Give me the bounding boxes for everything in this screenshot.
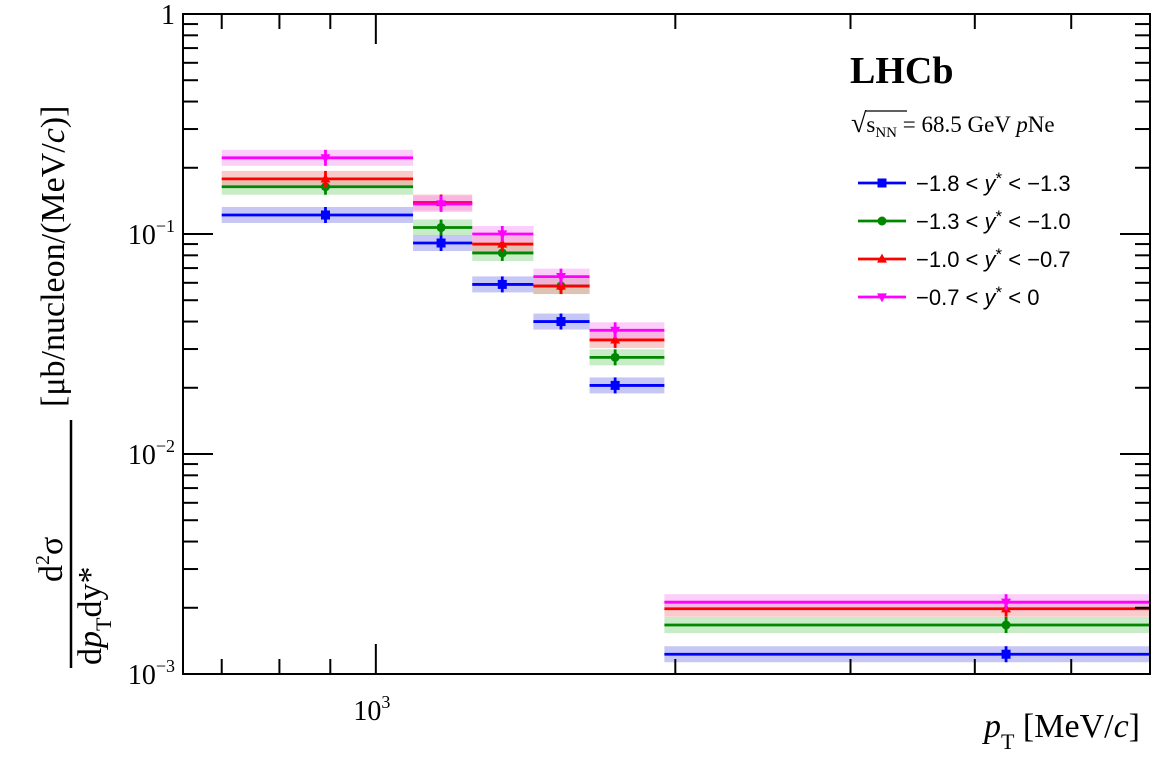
legend-label-0-part-2: * xyxy=(996,169,1003,188)
y-tick-label-base-2: 10 xyxy=(128,440,156,471)
y-tick-label-base-1: 10 xyxy=(128,220,156,251)
y-tick-label-base-0: 1 xyxy=(161,0,175,31)
legend-label-1-part-0: −1.3 < xyxy=(916,209,985,234)
x-tick-label-base-0: 10 xyxy=(353,696,381,727)
y-den-d: d xyxy=(72,648,109,665)
marker-s3-p3 xyxy=(556,273,566,283)
legend-label-1-part-1: y xyxy=(983,209,998,234)
marker-s2-p2 xyxy=(497,238,508,248)
y-den-p: p xyxy=(72,631,109,650)
x-axis-title: pT [MeV/c] xyxy=(982,708,1140,754)
x-title-c: c xyxy=(1114,708,1129,745)
y-den-T: T xyxy=(91,617,116,631)
proton-symbol: p xyxy=(1014,112,1028,137)
marker-s0-p5 xyxy=(1001,649,1011,659)
target-symbol: Ne xyxy=(1028,112,1055,137)
y-unit-close: )] xyxy=(35,106,72,129)
y-unit-c: c xyxy=(35,128,72,143)
legend-label-0-part-3: < −1.3 xyxy=(1002,171,1071,196)
y-num-2: 2 xyxy=(32,555,54,565)
y-title-unit: [μb/nucleon/(MeV/c)] xyxy=(35,106,72,407)
legend-label-3-part-1: y xyxy=(983,285,998,310)
marker-s2-p3 xyxy=(556,280,566,290)
legend-marker-3 xyxy=(877,293,887,303)
y-tick-label-exp-1: −1 xyxy=(156,216,175,236)
marker-s1-p4 xyxy=(610,352,620,362)
x-tick-label-0: 103 xyxy=(353,692,390,727)
y-tick-label-1: 10−1 xyxy=(128,216,175,251)
marker-s0-p0 xyxy=(320,210,330,220)
legend: −1.8 < y* < −1.3−1.3 < y* < −1.0−1.0 < y… xyxy=(858,169,1071,310)
marker-s3-p2 xyxy=(497,230,508,240)
plot-border xyxy=(182,13,1151,675)
x-title-close: ] xyxy=(1129,708,1140,745)
marker-s2-p0 xyxy=(320,173,331,183)
y-tick-label-0: 1 xyxy=(161,0,175,31)
legend-label-3-part-2: * xyxy=(996,283,1003,302)
axis-ticks xyxy=(183,14,1151,675)
y-tick-label-2: 10−2 xyxy=(128,436,175,471)
marker-s0-p2 xyxy=(497,279,507,289)
marker-s0-p4 xyxy=(610,380,620,390)
legend-label-1-part-2: * xyxy=(996,207,1003,226)
y-unit-text: [μb/nucleon/(MeV/ xyxy=(35,143,72,407)
legend-label-2: −1.0 < y* < −0.7 xyxy=(916,245,1071,272)
x-title-p: p xyxy=(982,708,1001,745)
x-tick-label-exp-0: 3 xyxy=(381,692,390,712)
sqrt-symbol: √ xyxy=(851,108,867,139)
legend-label-2-part-0: −1.0 < xyxy=(916,247,985,272)
legend-label-0-part-0: −1.8 < xyxy=(916,171,985,196)
legend-label-2-part-3: < −0.7 xyxy=(1002,247,1071,272)
y-tick-label-base-3: 10 xyxy=(128,660,156,691)
legend-label-1-part-3: < −1.0 xyxy=(1002,209,1071,234)
y-tick-label-3: 10−3 xyxy=(128,656,175,691)
marker-s3-p5 xyxy=(1001,598,1012,608)
marker-s1-p1 xyxy=(436,223,446,233)
y-num-sigma: σ xyxy=(33,537,70,555)
legend-label-1: −1.3 < y* < −1.0 xyxy=(916,207,1071,234)
collision-info: √sNN = 68.5 GeV pNe xyxy=(851,108,1055,141)
legend-label-0: −1.8 < y* < −1.3 xyxy=(916,169,1071,196)
y-den-dy: dy* xyxy=(72,567,109,618)
experiment-label: LHCb xyxy=(850,50,953,92)
legend-label-3: −0.7 < y* < 0 xyxy=(916,283,1039,310)
y-axis-title: [μb/nucleon/(MeV/c)] d2σ dpTdy* xyxy=(32,106,116,668)
y-tick-label-exp-3: −3 xyxy=(156,656,175,676)
legend-marker-0 xyxy=(877,178,887,188)
marker-s3-p1 xyxy=(436,200,447,210)
marker-s1-p2 xyxy=(497,248,507,258)
legend-label-3-part-0: −0.7 < xyxy=(916,285,985,310)
y-num-d: d xyxy=(33,565,70,582)
marker-s2-p4 xyxy=(610,334,621,344)
legend-label-3-part-3: < 0 xyxy=(1002,285,1039,310)
marker-s0-p3 xyxy=(556,317,566,327)
marker-s3-p4 xyxy=(610,326,621,336)
legend-marker-2 xyxy=(877,253,887,263)
marker-s3-p0 xyxy=(320,154,331,164)
marker-s0-p1 xyxy=(436,238,446,248)
legend-label-2-part-2: * xyxy=(996,245,1003,264)
legend-label-2-part-1: y xyxy=(983,247,998,272)
sqrt-s: s xyxy=(866,112,875,137)
energy-text: = 68.5 GeV xyxy=(897,112,1016,137)
legend-marker-1 xyxy=(877,216,887,226)
y-title-denominator: dpTdy* xyxy=(72,567,116,665)
y-tick-label-exp-2: −2 xyxy=(156,436,175,456)
x-title-sub: T xyxy=(1001,729,1015,754)
marker-s1-p5 xyxy=(1001,620,1011,630)
legend-label-0-part-1: y xyxy=(983,171,998,196)
data-marks xyxy=(221,149,1150,663)
x-title-unit: [MeV/ xyxy=(1014,708,1114,745)
y-title-numerator: d2σ xyxy=(32,537,70,582)
sqrt-subscript: NN xyxy=(875,125,897,141)
plot-frame xyxy=(182,13,1151,675)
